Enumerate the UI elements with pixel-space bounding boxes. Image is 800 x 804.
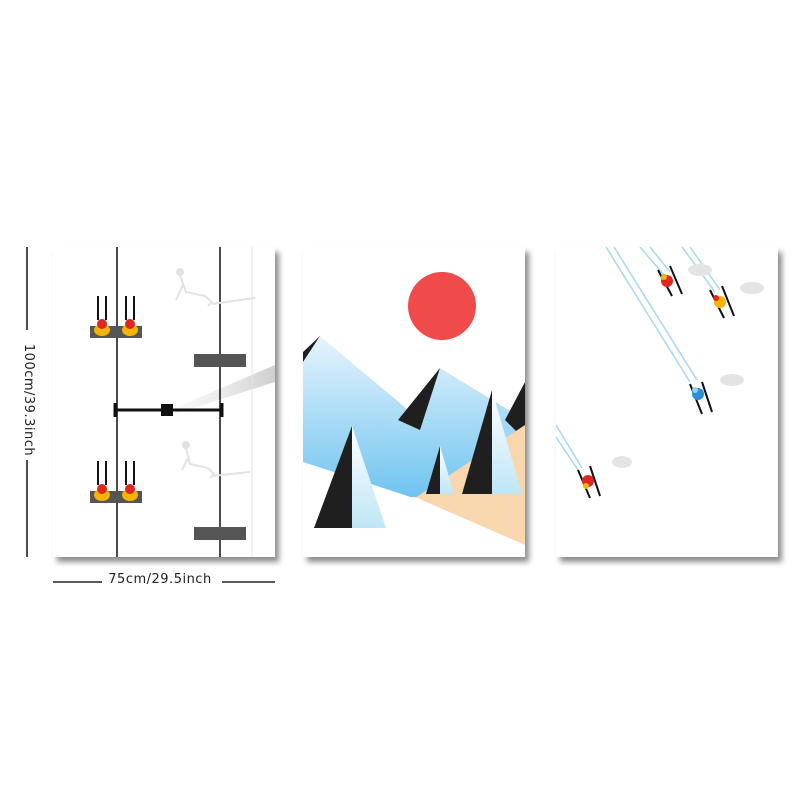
occupied-chair-upper [90, 296, 142, 338]
lift-tower-crossbar [113, 403, 224, 417]
skier-orange-upper [709, 285, 735, 319]
mountain-sun-panel [303, 247, 525, 557]
chairlift-panel [53, 247, 275, 557]
occupied-chair-lower [90, 461, 142, 503]
skiers-panel [556, 247, 778, 557]
mountain-peak-shadow [398, 368, 440, 430]
faded-skier-silhouette-upper [175, 268, 256, 307]
light-beam-shape [175, 365, 275, 414]
skier-red-upper [657, 265, 683, 297]
skier-red-lower [577, 465, 601, 499]
faded-skier-silhouette-lower [181, 441, 251, 479]
skier-shadows [612, 264, 764, 468]
width-dimension-label: 75cm/29.5inch [108, 572, 212, 587]
empty-chair-lower [194, 527, 246, 540]
skier-blue-middle [689, 381, 713, 415]
tree-large-right [462, 390, 522, 494]
tree-large-left [314, 426, 386, 528]
sun-circle [408, 272, 476, 340]
tree-small-center [426, 446, 454, 494]
height-dimension-label: 100cm/39.3inch [21, 343, 36, 457]
ski-trails [556, 247, 721, 471]
empty-chair-upper [194, 354, 246, 367]
